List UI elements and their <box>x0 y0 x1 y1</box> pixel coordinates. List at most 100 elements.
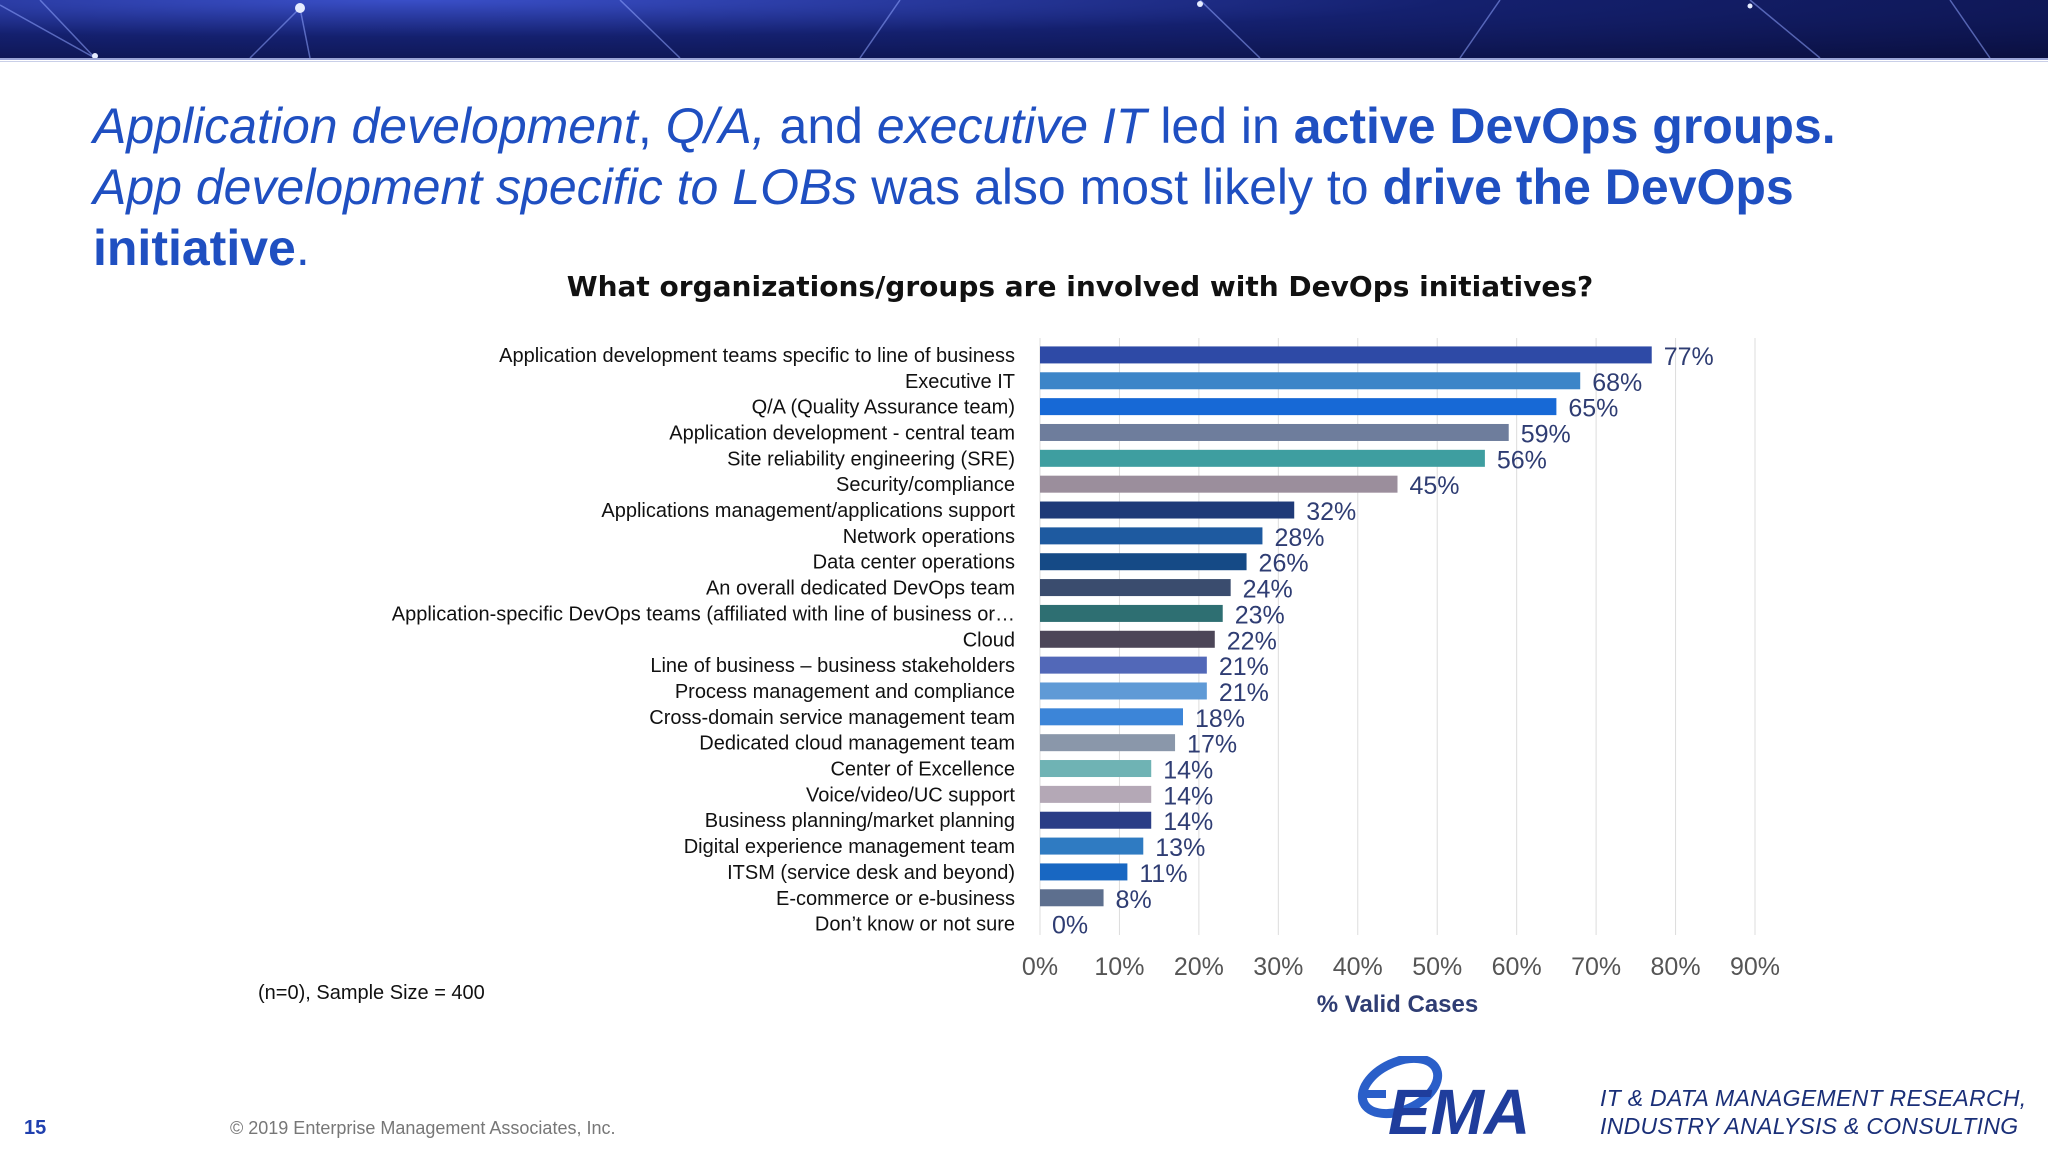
headline-part: executive IT <box>876 98 1147 154</box>
bar <box>1040 656 1207 674</box>
data-label: 14% <box>1163 782 1213 810</box>
x-tick-label: 70% <box>1571 953 1621 981</box>
bar <box>1040 501 1295 519</box>
data-label: 24% <box>1243 576 1293 604</box>
category-label: ITSM (service desk and beyond) <box>727 862 1015 884</box>
data-label: 14% <box>1163 808 1213 836</box>
data-label: 22% <box>1227 627 1277 655</box>
category-label: Dedicated cloud management team <box>699 733 1015 755</box>
bar <box>1040 734 1176 752</box>
banner-divider <box>0 58 2048 60</box>
x-tick-label: 40% <box>1333 953 1383 981</box>
category-label: Security/compliance <box>836 474 1015 496</box>
bar <box>1040 553 1247 571</box>
category-label: An overall dedicated DevOps team <box>706 578 1015 600</box>
slide-headline: Application development, Q/A, and execut… <box>93 96 1993 279</box>
headline-part: active DevOps groups. <box>1293 98 1836 154</box>
header-banner <box>0 0 2048 58</box>
headline-part: , <box>637 98 666 154</box>
headline-part: drive the DevOps initiative <box>93 159 1794 276</box>
bar <box>1040 889 1104 907</box>
category-label: Network operations <box>843 526 1015 548</box>
bar <box>1040 837 1144 855</box>
x-tick-label: 60% <box>1492 953 1542 981</box>
bar <box>1040 682 1207 700</box>
data-label: 8% <box>1116 886 1152 914</box>
banner-divider-thin <box>0 61 2048 62</box>
headline-part: led in <box>1146 98 1294 154</box>
x-tick-label: 20% <box>1174 953 1224 981</box>
bar <box>1040 708 1183 726</box>
category-label: Applications management/applications sup… <box>601 500 1015 522</box>
x-tick-label: 10% <box>1094 953 1144 981</box>
data-label: 13% <box>1155 834 1205 862</box>
data-label: 14% <box>1163 757 1213 785</box>
network-graphic-icon <box>0 0 1991 58</box>
headline-part: and <box>765 98 877 154</box>
data-label: 28% <box>1274 524 1324 552</box>
data-label: 21% <box>1219 653 1269 681</box>
sample-size-note: (n=0), Sample Size = 400 <box>258 982 485 1004</box>
bar <box>1040 449 1485 467</box>
category-label: Cloud <box>963 629 1015 651</box>
category-label: Site reliability engineering (SRE) <box>727 448 1015 470</box>
x-axis-title: % Valid Cases <box>1317 991 1478 1018</box>
data-label: 59% <box>1521 420 1571 448</box>
category-label: Line of business – business stakeholders <box>650 655 1015 677</box>
data-label: 17% <box>1187 731 1237 759</box>
ema-logo: EMA <box>1357 1056 1530 1138</box>
x-tick-label: 30% <box>1253 953 1303 981</box>
category-label: Center of Excellence <box>830 759 1015 781</box>
chart-title: What organizations/groups are involved w… <box>566 270 1594 303</box>
bar <box>1040 863 1128 881</box>
x-tick-label: 50% <box>1412 953 1462 981</box>
headline-part: . <box>295 220 310 276</box>
category-label: Process management and compliance <box>675 681 1015 703</box>
logo-text: EMA <box>1388 1076 1530 1138</box>
tagline-line: INDUSTRY ANALYSIS & CONSULTING <box>1600 1113 2019 1139</box>
bar <box>1040 423 1509 441</box>
bar <box>1040 475 1398 493</box>
category-label: Business planning/market planning <box>705 810 1015 832</box>
page-number: 15 <box>24 1117 47 1139</box>
data-label: 23% <box>1235 601 1285 629</box>
bar <box>1040 785 1152 803</box>
bar <box>1040 760 1152 778</box>
data-label: 56% <box>1497 446 1547 474</box>
data-label: 65% <box>1568 395 1618 423</box>
headline-part: App development specific to LOBs <box>93 159 858 215</box>
headline-part: was also most likely to <box>857 159 1383 215</box>
category-label: Application development - central team <box>669 422 1015 444</box>
data-label: 77% <box>1664 343 1714 371</box>
data-label: 21% <box>1219 679 1269 707</box>
x-tick-label: 80% <box>1651 953 1701 981</box>
data-label: 68% <box>1592 369 1642 397</box>
bar <box>1040 346 1652 364</box>
data-label: 26% <box>1259 550 1309 578</box>
bar <box>1040 398 1557 416</box>
copyright-text: © 2019 Enterprise Management Associates,… <box>230 1118 616 1138</box>
x-tick-label: 90% <box>1730 953 1780 981</box>
headline-part: Q/A, <box>665 98 766 154</box>
category-label: Data center operations <box>813 552 1015 574</box>
bar <box>1040 579 1231 597</box>
category-label: Cross-domain service management team <box>649 707 1015 729</box>
category-label: Voice/video/UC support <box>806 784 1015 806</box>
bar <box>1040 604 1223 622</box>
category-label: Digital experience management team <box>684 836 1015 858</box>
data-label: 0% <box>1052 912 1088 940</box>
headline-part: Application development <box>93 98 638 154</box>
data-label: 32% <box>1306 498 1356 526</box>
category-label: Executive IT <box>905 371 1015 393</box>
data-label: 45% <box>1410 472 1460 500</box>
category-label: Application development teams specific t… <box>499 345 1015 367</box>
bar <box>1040 372 1581 390</box>
category-label: Application-specific DevOps teams (affil… <box>392 603 1015 625</box>
x-tick-label: 0% <box>1022 953 1058 981</box>
category-label: Don’t know or not sure <box>815 914 1015 936</box>
category-label: E-commerce or e-business <box>776 888 1015 910</box>
data-label: 18% <box>1195 705 1245 733</box>
tagline-line: IT & DATA MANAGEMENT RESEARCH, <box>1600 1085 2027 1111</box>
bar <box>1040 630 1215 648</box>
